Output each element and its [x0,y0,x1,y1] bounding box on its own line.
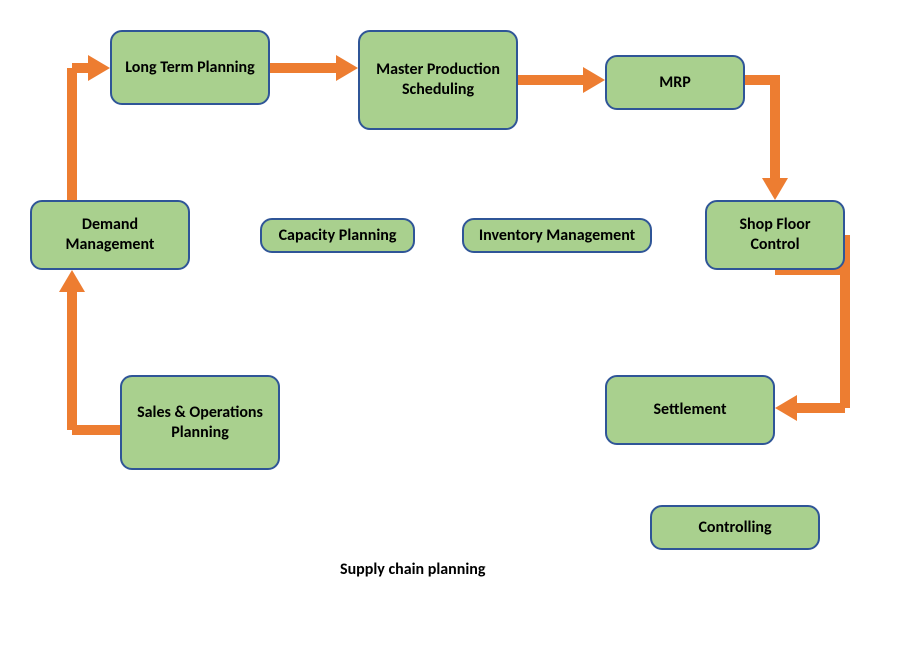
node-label: Capacity Planning [279,226,397,246]
node-label: Settlement [653,400,726,420]
node-demand: Demand Management [30,200,190,270]
diagram-canvas: Demand Management Long Term Planning Mas… [0,0,901,649]
node-label: Long Term Planning [125,58,254,78]
node-mrp: MRP [605,55,745,110]
node-label: Demand Management [40,215,180,255]
node-mps: Master Production Scheduling [358,30,518,130]
node-controlling: Controlling [650,505,820,550]
node-label: Shop Floor Control [715,215,835,255]
node-capacity: Capacity Planning [260,218,415,253]
node-label: MRP [659,73,691,93]
node-longterm: Long Term Planning [110,30,270,105]
node-label: Sales & Operations Planning [130,403,270,443]
node-shopfloor: Shop Floor Control [705,200,845,270]
node-label: Inventory Management [479,226,635,246]
node-inventory: Inventory Management [462,218,652,253]
node-settlement: Settlement [605,375,775,445]
node-sop: Sales & Operations Planning [120,375,280,470]
node-label: Master Production Scheduling [368,60,508,100]
node-label: Controlling [698,518,771,538]
diagram-caption: Supply chain planning [340,560,485,579]
